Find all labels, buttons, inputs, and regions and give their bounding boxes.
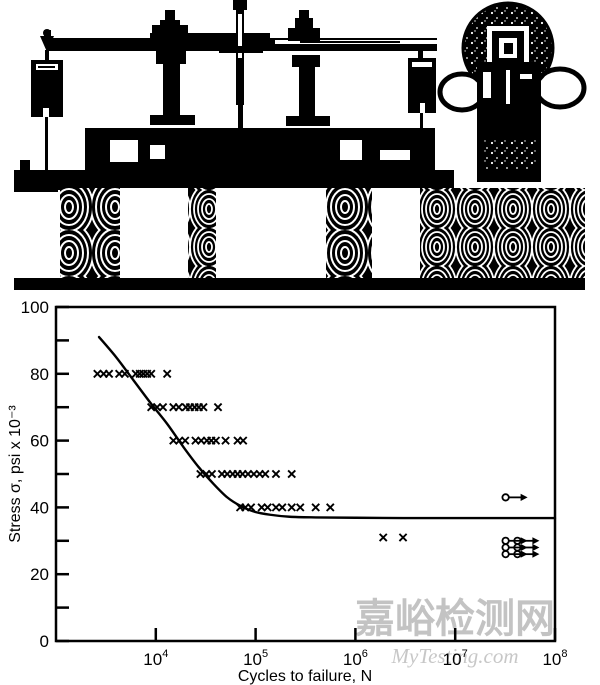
x-axis-ticks: [154, 628, 557, 641]
x-axis-tick-labels: 104 105 106 107 108: [143, 648, 567, 669]
data-point-x: [263, 503, 272, 512]
data-point-x: [213, 402, 223, 412]
sn-curve-chart: 嘉峪检测网 MyTesting.com 0 20 40 60 80 100 104 105 1…: [0, 295, 600, 685]
x-axis-title: Cycles to failure, N: [238, 668, 372, 685]
vertical-indicator-rod: [219, 0, 263, 128]
photo-canvas: [0, 0, 600, 295]
data-point-x: [246, 503, 256, 512]
data-point-x: [221, 436, 230, 445]
x-tick-label: 104: [143, 648, 168, 669]
data-point-x: [199, 402, 208, 412]
data-point-x: [271, 503, 281, 512]
failure-data-markers: [93, 369, 408, 542]
data-point-x: [311, 503, 320, 512]
data-point-x: [146, 369, 156, 379]
y-axis-title: Stress σ, psi x 10⁻³: [7, 405, 24, 543]
y-axis-tick-labels: 0 20 40 60 80 100: [21, 298, 49, 651]
plot-frame: [54, 305, 557, 643]
data-point-x: [174, 402, 184, 412]
x-tick-label: 108: [542, 648, 567, 669]
data-point-runout: [501, 493, 528, 502]
x-tick-label: 105: [243, 648, 268, 669]
data-point-x: [162, 369, 172, 379]
watermark-latin: MyTesting.com: [391, 644, 519, 668]
center-column-left: [150, 10, 195, 125]
data-point-x: [295, 503, 305, 512]
x-tick-label: 106: [343, 648, 368, 669]
data-point-x: [398, 533, 408, 542]
y-tick-label: 40: [30, 498, 49, 517]
y-tick-label: 80: [30, 365, 49, 384]
y-tick-label: 60: [30, 432, 49, 451]
data-point-runout: [513, 550, 540, 559]
sn-fit-curve: [97, 335, 557, 520]
data-point-x: [287, 503, 296, 512]
left-pivot: [40, 29, 54, 52]
fatigue-machine-photo: [0, 0, 600, 295]
wooden-support-blocks: [14, 188, 585, 290]
data-point-x: [207, 469, 217, 479]
data-point-x: [238, 436, 248, 445]
data-point-x: [287, 469, 296, 479]
x-tick-label: 107: [443, 648, 468, 669]
data-point-x: [260, 469, 270, 479]
machine-bed: [14, 128, 454, 190]
flywheel-motor-head: [437, 1, 587, 182]
data-point-x: [120, 369, 130, 379]
data-point-x: [277, 503, 287, 512]
data-point-x: [180, 436, 190, 445]
left-weight: [31, 50, 63, 185]
y-tick-label: 0: [40, 632, 49, 651]
data-point-x: [271, 469, 281, 479]
data-point-x: [158, 402, 168, 412]
y-tick-label: 20: [30, 565, 49, 584]
data-point-x: [325, 503, 335, 512]
y-axis-ticks: [56, 305, 69, 643]
center-column-right: [286, 10, 330, 126]
runout-data-markers: [501, 493, 540, 559]
y-tick-label: 100: [21, 298, 49, 317]
data-point-runout: [513, 543, 540, 552]
data-point-x: [378, 533, 388, 542]
data-point-x: [211, 436, 221, 445]
data-point-x: [93, 369, 102, 379]
data-point-x: [104, 369, 114, 379]
